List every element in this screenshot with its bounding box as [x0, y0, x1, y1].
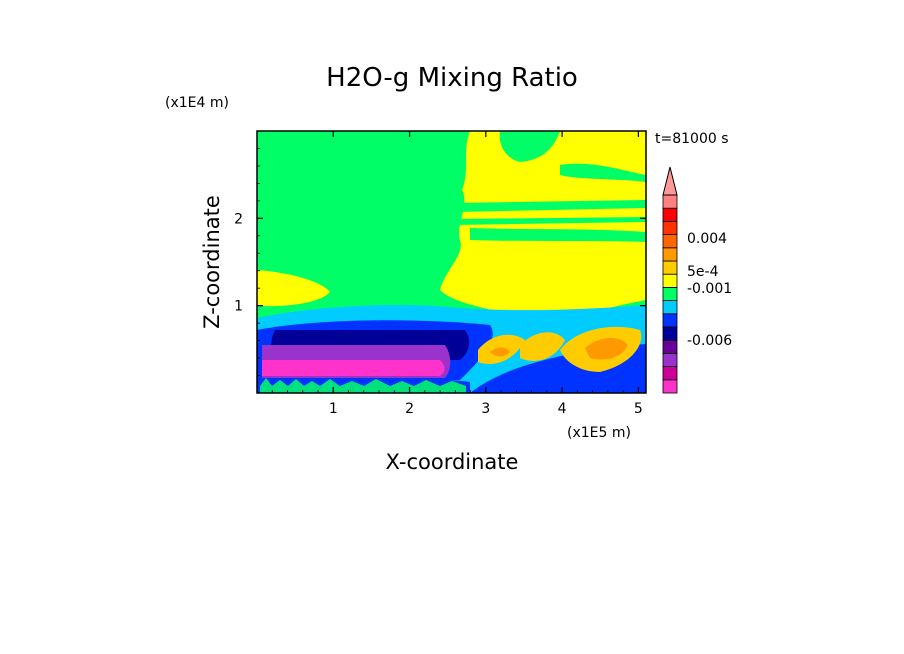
colorbar-swatch — [662, 273, 678, 288]
contour-field — [257, 131, 646, 393]
colorbar-swatch — [662, 234, 678, 249]
colorbar-swatch — [662, 339, 678, 354]
colorbar-swatch — [662, 366, 678, 381]
field-green-streak-2 — [455, 200, 646, 212]
x-tick-label: 1 — [329, 401, 338, 417]
y-tick-label: 1 — [234, 299, 243, 315]
field-green-streak-3 — [455, 217, 646, 225]
colorbar-label: 0.004 — [687, 231, 727, 247]
colorbar-swatch — [662, 300, 678, 315]
field-plume-2 — [520, 332, 565, 361]
field-plume-core — [585, 337, 628, 360]
field-green-pocket-1 — [499, 131, 560, 162]
y-tick-label: 2 — [234, 211, 243, 227]
colorbar-swatch — [662, 352, 678, 367]
colorbar-swatch — [662, 313, 678, 328]
colorbar-extend-arrow — [662, 166, 678, 196]
y-scale-label: (x1E4 m) — [165, 95, 229, 111]
x-scale-label: (x1E5 m) — [567, 425, 631, 441]
x-axis: 1 2 3 4 5 — [271, 131, 643, 417]
y-axis-label: Z-coordinate — [200, 195, 224, 329]
x-axis-label: X-coordinate — [386, 450, 519, 474]
colorbar-swatch — [662, 207, 678, 222]
time-label: t=81000 s — [655, 131, 729, 147]
field-surface-green — [260, 378, 466, 393]
field-yellow-upper — [440, 131, 646, 320]
colorbar: 0.004 5e-4-0.001 -0.006 — [662, 166, 732, 394]
x-tick-label: 3 — [481, 401, 490, 417]
colorbar-swatch — [662, 194, 678, 209]
y-axis: 12 — [234, 148, 646, 376]
colorbar-label: 5e-4 — [687, 264, 719, 280]
x-tick-label: 5 — [634, 401, 643, 417]
colorbar-swatch — [662, 260, 678, 275]
field-magenta-strip — [262, 360, 445, 376]
colorbar-swatch — [662, 379, 678, 394]
colorbar-label: -0.001 — [687, 281, 732, 297]
colorbar-swatch — [662, 326, 678, 341]
x-tick-label: 4 — [558, 401, 567, 417]
x-tick-label: 2 — [405, 401, 414, 417]
field-plume-spot — [490, 347, 510, 357]
colorbar-swatch — [662, 247, 678, 262]
field-yellow-left — [257, 270, 330, 307]
colorbar-swatch — [662, 286, 678, 301]
plot-frame — [256, 130, 647, 394]
field-green-streak-4 — [470, 228, 646, 242]
chart-title: H2O-g Mixing Ratio — [326, 63, 578, 93]
colorbar-label: -0.006 — [687, 333, 732, 349]
field-green-streak-1 — [560, 163, 646, 182]
colorbar-swatch — [662, 220, 678, 235]
